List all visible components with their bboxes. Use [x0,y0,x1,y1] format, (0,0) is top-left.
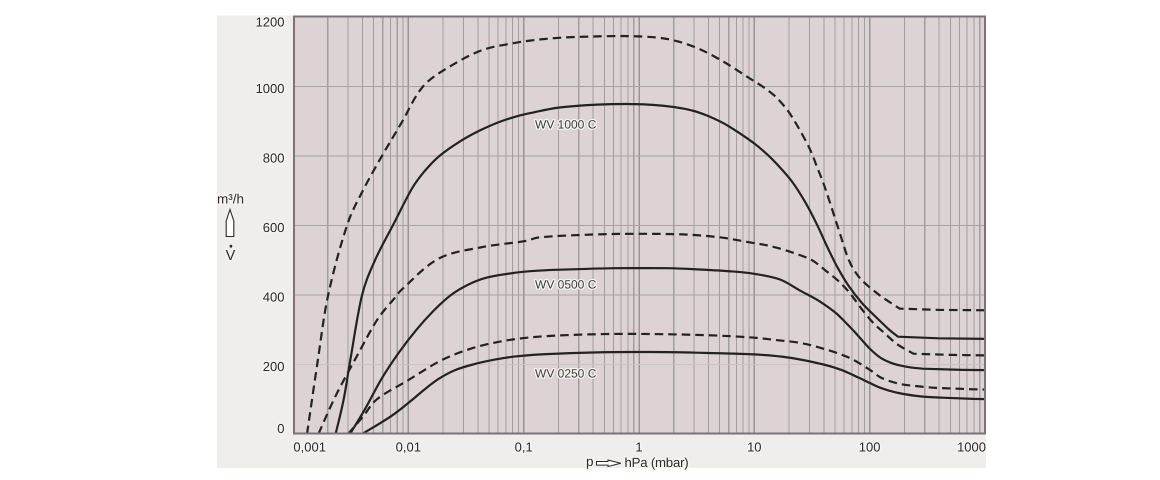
svg-text:WV 0250 C: WV 0250 C [535,367,597,381]
svg-text:WV 1000 C: WV 1000 C [535,117,597,131]
svg-text:10: 10 [747,440,761,455]
svg-text:WV 0500 C: WV 0500 C [535,277,597,291]
svg-text:0,001: 0,001 [293,440,326,455]
svg-text:0,1: 0,1 [515,440,533,455]
svg-text:p: p [586,454,594,469]
svg-text:hPa (mbar): hPa (mbar) [625,455,689,470]
svg-text:1200: 1200 [256,14,285,29]
svg-text:200: 200 [263,359,285,374]
svg-text:m³/h: m³/h [217,191,244,206]
svg-text:100: 100 [859,440,881,455]
svg-text:1000: 1000 [957,440,986,455]
svg-text:1: 1 [635,440,642,455]
svg-text:800: 800 [263,150,285,165]
svg-text:600: 600 [263,220,285,235]
svg-text:0,01: 0,01 [396,440,421,455]
svg-text:0: 0 [277,421,284,436]
svg-text:V: V [226,248,236,264]
svg-text:1000: 1000 [256,81,285,96]
svg-text:400: 400 [263,289,285,304]
